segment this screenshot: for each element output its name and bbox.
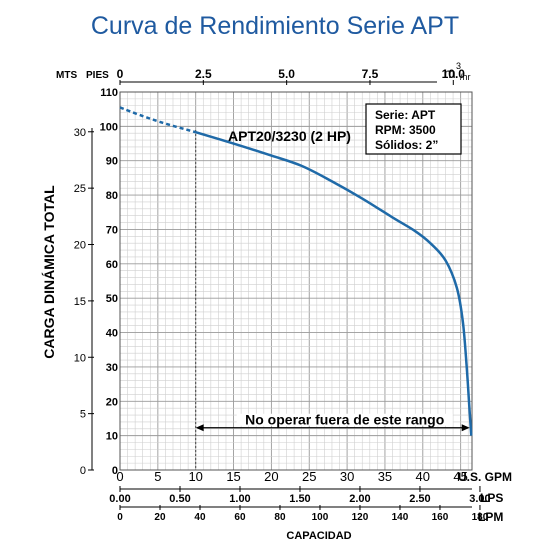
lpm-axis-tick-label: 100 xyxy=(312,512,329,523)
lpm-axis-tick-label: 120 xyxy=(352,512,369,523)
lps-axis-tick-label: 1.50 xyxy=(289,493,310,505)
lps-axis: 0.00 0.50 1.00 1.50 2.00 2.50 3.00 xyxy=(109,486,491,505)
mts-axis-tick-label: 30 xyxy=(74,127,86,139)
mts-axis-tick-label: 5 xyxy=(80,409,86,421)
gpm-unit-label: U.S. GPM xyxy=(458,470,512,484)
gpm-axis-tick-label: 15 xyxy=(226,469,240,484)
top-axis-tick-label: 5.0 xyxy=(278,67,295,81)
gpm-axis-tick-label: 0 xyxy=(116,469,123,484)
info-solidos: Sólidos: 2” xyxy=(375,138,438,152)
pies-axis-tick-label: 10 xyxy=(106,431,118,443)
grid xyxy=(120,92,472,470)
gpm-axis: 0 5 10 15 20 25 30 35 40 45 xyxy=(116,469,467,484)
lps-axis-tick-label: 2.00 xyxy=(349,493,370,505)
range-arrow-left xyxy=(195,424,204,432)
lpm-axis-tick-label: 20 xyxy=(154,512,166,523)
top-axis-tick-label: 2.5 xyxy=(195,67,212,81)
lps-axis-tick-label: 1.00 xyxy=(229,493,250,505)
pies-axis-tick-label: 70 xyxy=(106,224,118,236)
pies-axis-tick-label: 20 xyxy=(106,396,118,408)
range-arrow-right xyxy=(461,424,470,432)
curve-solid-segment xyxy=(195,131,473,436)
pies-axis-tick-label: 50 xyxy=(106,293,118,305)
lpm-axis-tick-label: 0 xyxy=(117,512,123,523)
top-axis-tick-label: 0 xyxy=(117,67,124,81)
lpm-unit-label: LPM xyxy=(478,510,503,524)
info-box: Serie: APT RPM: 3500 Sólidos: 2” xyxy=(365,103,462,155)
series-label: APT20/3230 (2 HP) xyxy=(228,128,351,144)
lps-axis-tick-label: 2.50 xyxy=(409,493,430,505)
lps-axis-tick-label: 3.00 xyxy=(469,493,490,505)
gpm-axis-tick-label: 25 xyxy=(302,469,316,484)
mts-axis-tick-label: 10 xyxy=(74,352,86,364)
pies-axis-tick-label: 90 xyxy=(106,156,118,168)
top-axis-tick-label: 7.5 xyxy=(362,67,379,81)
lps-axis-tick-label: 0.50 xyxy=(169,493,190,505)
plot-frame xyxy=(119,91,473,471)
info-rpm: RPM: 3500 xyxy=(375,123,436,137)
gpm-axis-tick-label: 5 xyxy=(154,469,161,484)
gpm-axis-tick-label: 10 xyxy=(188,469,202,484)
range-marker: No operar fuera de este rango xyxy=(195,412,470,432)
pies-axis: 0 10 20 30 40 50 60 70 80 90 100 110 xyxy=(100,87,118,477)
lpm-axis-tick-label: 180 xyxy=(472,512,489,523)
gpm-axis-tick-label: 45 xyxy=(453,469,467,484)
top-axis-label-pies: PIES xyxy=(86,70,109,81)
mts-axis-tick-label: 25 xyxy=(74,183,86,195)
top-axis-unit-sub: /hr xyxy=(460,72,471,82)
pies-axis-tick-label: 30 xyxy=(106,362,118,374)
top-axis-unit-main: m xyxy=(444,65,456,81)
lps-axis-tick-label: 0.00 xyxy=(109,493,130,505)
mts-axis-tick-label: 15 xyxy=(74,296,86,308)
top-axis-ticks: 0 2.5 5.0 7.5 10.0 xyxy=(117,67,466,85)
top-axis-label-mts: MTS xyxy=(56,70,77,81)
y-axis-title: CARGA DINÁMICA TOTAL xyxy=(41,185,57,359)
range-text-background xyxy=(236,413,453,426)
lpm-axis-tick-label: 140 xyxy=(392,512,409,523)
lpm-axis-tick-label: 60 xyxy=(234,512,246,523)
lpm-axis-tick-label: 160 xyxy=(432,512,449,523)
gpm-axis-tick-label: 35 xyxy=(378,469,392,484)
lpm-axis-tick-label: 80 xyxy=(274,512,286,523)
lps-unit-label: LPS xyxy=(480,491,503,505)
pies-axis-tick-label: 110 xyxy=(100,87,118,99)
top-axis-unit: m 3 /hr xyxy=(444,61,471,82)
lpm-axis: 0 20 40 60 80 100 120 140 160 180 xyxy=(117,505,489,523)
lpm-axis-tick-label: 40 xyxy=(194,512,206,523)
pies-axis-tick-label: 80 xyxy=(106,190,118,202)
gpm-axis-tick-label: 30 xyxy=(340,469,354,484)
x-axis-title: CAPACIDAD xyxy=(286,530,351,542)
pies-axis-tick-label: 40 xyxy=(106,328,118,340)
range-text: No operar fuera de este rango xyxy=(245,412,444,428)
gpm-axis-tick-label: 20 xyxy=(264,469,278,484)
chart-title: Curva de Rendimiento Serie APT xyxy=(91,12,459,40)
top-axis-tick-label: 10.0 xyxy=(442,67,466,81)
mts-axis-tick-label: 0 xyxy=(80,465,86,477)
pies-axis-tick-label: 0 xyxy=(112,465,118,477)
gpm-axis-tick-label: 40 xyxy=(416,469,430,484)
top-axis-unit-sup: 3 xyxy=(456,61,461,71)
curve-dashed-segment xyxy=(119,106,197,134)
pies-axis-tick-label: 60 xyxy=(106,259,118,271)
mts-axis: 0 5 10 15 20 25 30 xyxy=(74,127,94,477)
info-serie: Serie: APT xyxy=(375,108,436,122)
pies-axis-tick-label: 100 xyxy=(100,121,118,133)
mts-axis-tick-label: 20 xyxy=(74,240,86,252)
